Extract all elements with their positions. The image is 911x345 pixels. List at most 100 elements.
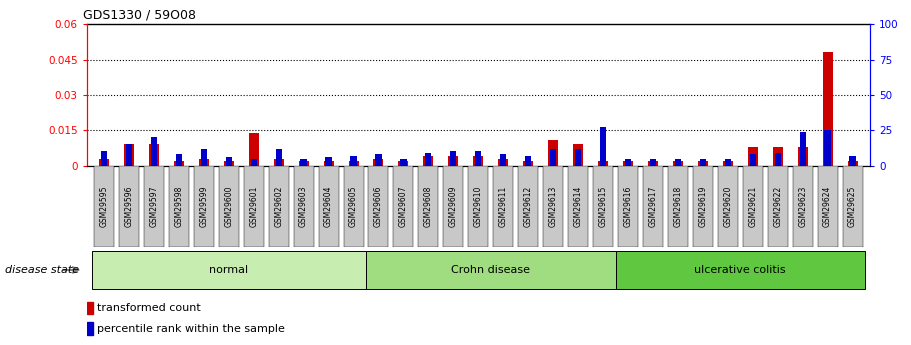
Bar xyxy=(573,144,583,166)
Text: GSM29610: GSM29610 xyxy=(474,186,483,227)
Bar xyxy=(498,159,508,166)
Bar xyxy=(625,159,631,166)
Text: GSM29595: GSM29595 xyxy=(99,185,108,227)
FancyBboxPatch shape xyxy=(144,166,164,247)
Bar xyxy=(448,156,458,166)
FancyBboxPatch shape xyxy=(293,166,313,247)
Text: GSM29621: GSM29621 xyxy=(748,186,757,227)
Bar xyxy=(249,132,259,166)
Bar xyxy=(800,132,805,166)
Bar xyxy=(598,161,608,166)
Text: GSM29598: GSM29598 xyxy=(174,186,183,227)
Bar xyxy=(374,159,384,166)
FancyBboxPatch shape xyxy=(793,166,813,247)
Bar xyxy=(773,147,783,166)
FancyBboxPatch shape xyxy=(718,166,738,247)
Bar xyxy=(174,161,184,166)
Bar xyxy=(575,149,581,166)
Bar xyxy=(648,161,658,166)
Text: GSM29614: GSM29614 xyxy=(574,186,582,227)
Text: GSM29607: GSM29607 xyxy=(399,185,408,227)
Bar xyxy=(349,161,359,166)
Text: GSM29602: GSM29602 xyxy=(274,186,283,227)
Text: Crohn disease: Crohn disease xyxy=(451,265,530,275)
FancyBboxPatch shape xyxy=(768,166,788,247)
FancyBboxPatch shape xyxy=(593,166,613,247)
FancyBboxPatch shape xyxy=(91,251,366,289)
Bar xyxy=(275,149,281,166)
Bar xyxy=(675,159,681,166)
Bar xyxy=(424,156,434,166)
FancyBboxPatch shape xyxy=(493,166,513,247)
Bar xyxy=(176,154,182,166)
FancyBboxPatch shape xyxy=(319,166,339,247)
FancyBboxPatch shape xyxy=(169,166,189,247)
Bar xyxy=(151,137,157,166)
FancyBboxPatch shape xyxy=(693,166,712,247)
Bar xyxy=(650,159,656,166)
Text: GSM29622: GSM29622 xyxy=(773,186,783,227)
Bar xyxy=(124,144,134,166)
Bar xyxy=(325,157,332,166)
Text: GDS1330 / 59O08: GDS1330 / 59O08 xyxy=(83,9,196,22)
FancyBboxPatch shape xyxy=(568,166,589,247)
Bar xyxy=(323,161,333,166)
Bar xyxy=(375,154,382,166)
Text: GSM29615: GSM29615 xyxy=(599,186,608,227)
FancyBboxPatch shape xyxy=(843,166,863,247)
FancyBboxPatch shape xyxy=(94,166,114,247)
FancyBboxPatch shape xyxy=(643,166,663,247)
FancyBboxPatch shape xyxy=(742,166,763,247)
Bar xyxy=(849,156,855,166)
Bar xyxy=(126,144,132,166)
Text: GSM29617: GSM29617 xyxy=(649,186,658,227)
Text: GSM29596: GSM29596 xyxy=(125,185,134,227)
Text: GSM29619: GSM29619 xyxy=(699,186,707,227)
FancyBboxPatch shape xyxy=(444,166,464,247)
FancyBboxPatch shape xyxy=(219,166,239,247)
FancyBboxPatch shape xyxy=(468,166,488,247)
Bar xyxy=(450,151,456,166)
Bar xyxy=(823,52,833,166)
Text: transformed count: transformed count xyxy=(97,303,200,313)
Bar xyxy=(722,161,732,166)
Bar xyxy=(847,161,857,166)
Bar xyxy=(774,153,781,166)
Bar xyxy=(425,153,432,166)
Text: GSM29624: GSM29624 xyxy=(823,186,832,227)
FancyBboxPatch shape xyxy=(194,166,214,247)
Bar xyxy=(824,130,831,166)
FancyBboxPatch shape xyxy=(817,166,837,247)
Bar xyxy=(299,161,309,166)
FancyBboxPatch shape xyxy=(616,251,865,289)
Bar xyxy=(673,161,683,166)
Text: GSM29616: GSM29616 xyxy=(623,186,632,227)
FancyBboxPatch shape xyxy=(366,251,616,289)
Text: GSM29625: GSM29625 xyxy=(848,186,857,227)
Text: GSM29604: GSM29604 xyxy=(324,185,333,227)
Bar xyxy=(101,151,107,166)
FancyBboxPatch shape xyxy=(394,166,414,247)
Text: GSM29600: GSM29600 xyxy=(224,185,233,227)
FancyBboxPatch shape xyxy=(668,166,688,247)
FancyBboxPatch shape xyxy=(518,166,538,247)
Text: GSM29623: GSM29623 xyxy=(798,186,807,227)
Bar xyxy=(748,147,758,166)
Text: GSM29605: GSM29605 xyxy=(349,185,358,227)
FancyBboxPatch shape xyxy=(119,166,139,247)
Text: GSM29599: GSM29599 xyxy=(200,185,209,227)
FancyBboxPatch shape xyxy=(269,166,289,247)
Bar xyxy=(548,140,558,166)
Bar xyxy=(251,159,257,166)
Text: GSM29603: GSM29603 xyxy=(299,185,308,227)
Bar xyxy=(750,154,756,166)
Text: ulcerative colitis: ulcerative colitis xyxy=(694,265,786,275)
Bar xyxy=(724,159,731,166)
Text: percentile rank within the sample: percentile rank within the sample xyxy=(97,324,284,334)
Bar xyxy=(87,322,93,335)
Bar xyxy=(148,144,159,166)
Bar xyxy=(623,161,633,166)
Text: GSM29611: GSM29611 xyxy=(498,186,507,227)
Text: GSM29613: GSM29613 xyxy=(548,186,558,227)
Text: GSM29606: GSM29606 xyxy=(374,185,383,227)
